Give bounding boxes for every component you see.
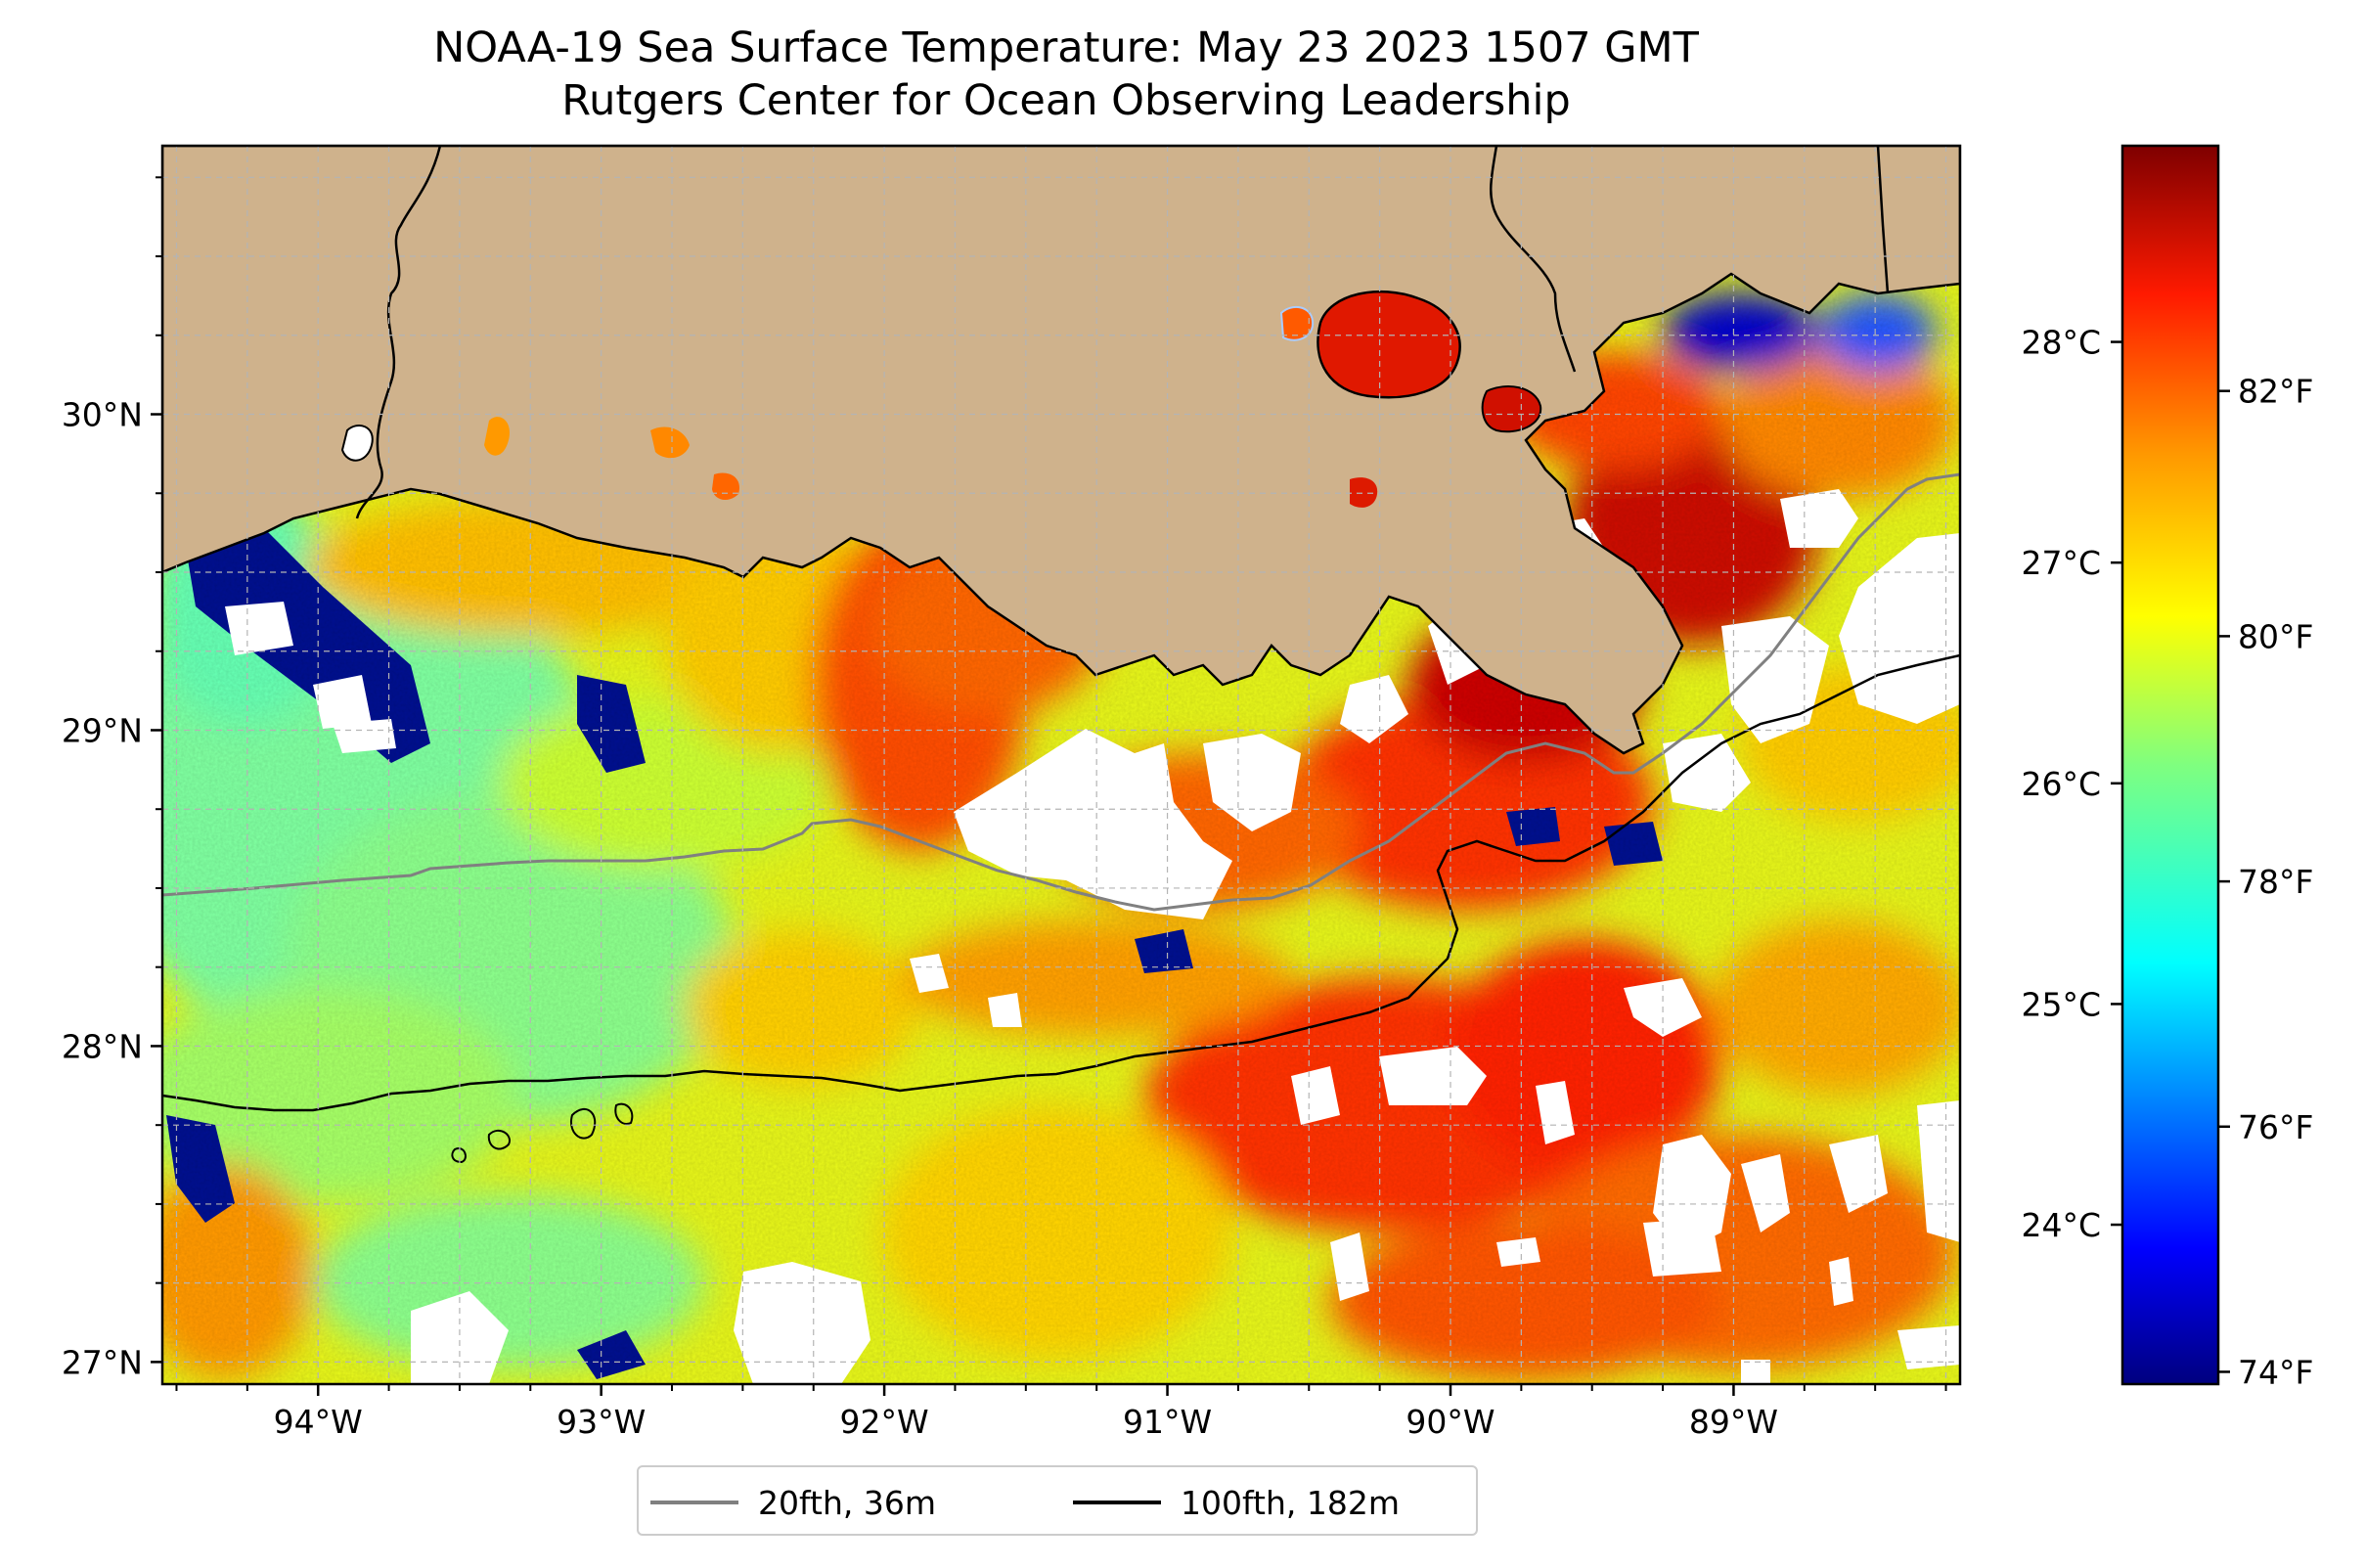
x-axis: 94°W 93°W 92°W 91°W 90°W 89°W [175,1384,1947,1441]
y-tick-label: 29°N [62,711,143,749]
land-mass [162,146,1960,755]
fahrenheit-tick-label: 76°F [2238,1108,2313,1146]
celsius-tick-label: 24°C [2021,1206,2101,1244]
grid-lines [162,146,1960,1384]
x-tick-label: 94°W [274,1403,363,1441]
colorbar-fahrenheit-axis: 74°F 76°F 78°F 80°F 82°F [2218,373,2313,1391]
map-frame [160,144,1962,1386]
isobath-20fth [162,472,1960,912]
legend: 20fth, 36m 100fth, 182m [637,1465,1478,1536]
x-tick-label: 90°W [1406,1403,1495,1441]
map-title: NOAA-19 Sea Surface Temperature: May 23 … [433,23,1699,72]
colorbar-gradient [2122,146,2218,1384]
y-tick-label: 28°N [62,1027,143,1065]
legend-label: 20fth, 36m [758,1483,936,1522]
x-tick-label: 93°W [557,1403,646,1441]
y-tick-label: 27°N [62,1343,143,1381]
map-subtitle: Rutgers Center for Ocean Observing Leade… [561,76,1571,125]
legend-swatch-gray [650,1501,738,1504]
colorbar-celsius-axis: 24°C 25°C 26°C 27°C 28°C [2021,324,2122,1244]
state-borders [355,146,1890,519]
fahrenheit-tick-label: 74°F [2238,1353,2313,1391]
colorbar-frame [2120,144,2220,1386]
map-area [162,146,1960,1384]
isobath-100fth [162,653,1960,1112]
legend-swatch-black [1073,1501,1161,1504]
fahrenheit-tick-label: 82°F [2238,373,2313,411]
x-tick-label: 92°W [840,1403,929,1441]
colorbar: 24°C 25°C 26°C 27°C 28°C 74°F 76°F 78°F 80°F 82°… [2021,144,2313,1391]
x-tick-label: 89°W [1689,1403,1778,1441]
celsius-tick-label: 27°C [2021,544,2101,582]
celsius-tick-label: 26°C [2021,765,2101,803]
lakes [340,290,1542,508]
celsius-tick-label: 28°C [2021,324,2101,362]
y-tick-label: 30°N [62,396,143,434]
legend-item-100fth: 100fth, 182m [1073,1479,1400,1526]
fahrenheit-tick-label: 78°F [2238,863,2313,901]
legend-item-20fth: 20fth, 36m [650,1479,936,1526]
y-axis: 27°N 28°N 29°N 30°N [62,176,162,1381]
banks [451,1102,634,1164]
celsius-tick-label: 25°C [2021,985,2101,1023]
legend-label: 100fth, 182m [1181,1483,1400,1522]
fahrenheit-tick-label: 80°F [2238,617,2313,655]
x-tick-label: 91°W [1123,1403,1212,1441]
